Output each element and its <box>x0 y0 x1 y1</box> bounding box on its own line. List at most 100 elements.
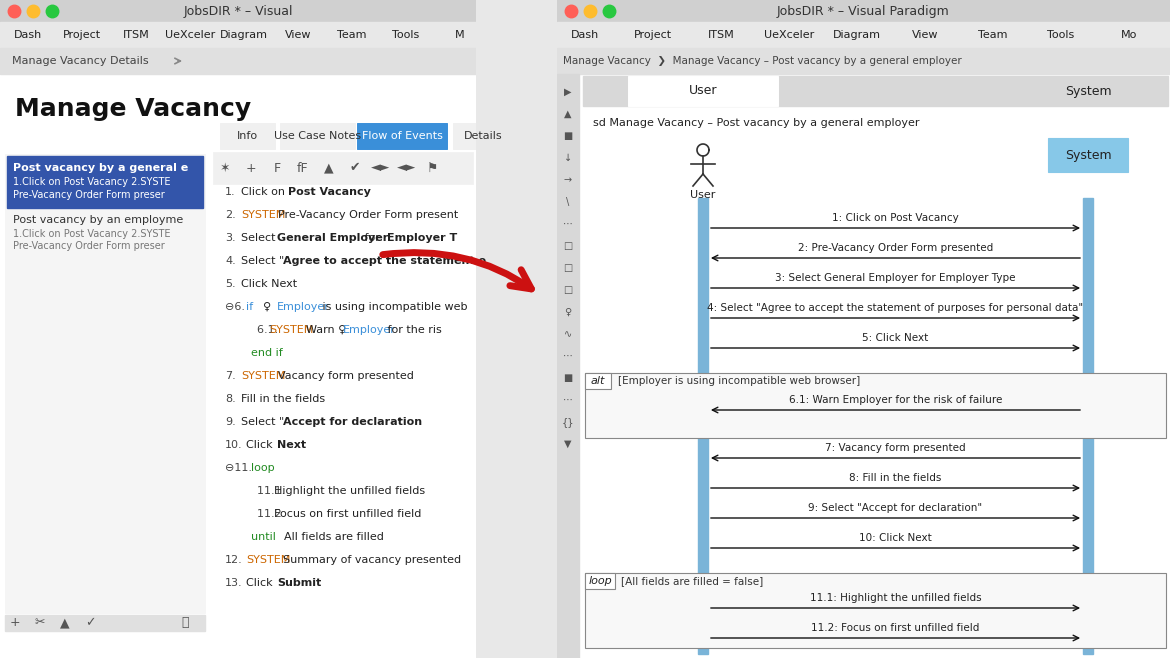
Bar <box>698 198 708 654</box>
Text: □: □ <box>564 263 572 273</box>
Text: □: □ <box>564 241 572 251</box>
Text: Click: Click <box>246 578 276 588</box>
Text: 2: Pre-Vacancy Order Form presented: 2: Pre-Vacancy Order Form presented <box>798 243 993 253</box>
Text: 13.: 13. <box>225 578 242 588</box>
Text: Accept for declaration: Accept for declaration <box>283 417 421 427</box>
Text: 3.: 3. <box>225 233 235 243</box>
Text: Next: Next <box>277 440 307 450</box>
Text: ■: ■ <box>564 373 572 383</box>
Text: ⋯: ⋯ <box>563 219 573 229</box>
Text: if: if <box>246 302 253 312</box>
Text: All fields are filled: All fields are filled <box>277 532 384 542</box>
Text: fF: fF <box>297 161 309 174</box>
Bar <box>557 22 1170 48</box>
Text: SYSTEM: SYSTEM <box>269 325 314 335</box>
Text: ✶: ✶ <box>220 161 230 174</box>
Text: Fill in the fields: Fill in the fields <box>241 394 325 404</box>
Text: Select ": Select " <box>241 256 284 266</box>
Text: Highlight the unfilled fields: Highlight the unfilled fields <box>274 486 425 496</box>
Text: User: User <box>689 84 717 97</box>
Text: 🗑: 🗑 <box>181 617 188 630</box>
Text: User: User <box>690 190 716 200</box>
Bar <box>357 123 447 149</box>
Text: Pre-Vacancy Order Form preser: Pre-Vacancy Order Form preser <box>13 241 165 251</box>
Text: Tools: Tools <box>1047 30 1074 40</box>
Text: Details: Details <box>463 131 502 141</box>
Bar <box>213 152 473 184</box>
Bar <box>585 573 1166 648</box>
Text: until: until <box>252 532 276 542</box>
Text: end if: end if <box>252 348 283 358</box>
Bar <box>280 123 355 149</box>
Text: is using incompatible web: is using incompatible web <box>318 302 467 312</box>
Bar <box>557 74 1170 658</box>
Text: ⊖6.: ⊖6. <box>225 302 245 312</box>
Text: View: View <box>284 30 311 40</box>
Text: Project: Project <box>63 30 101 40</box>
Text: 6.1.: 6.1. <box>243 325 278 335</box>
Text: Click on: Click on <box>241 187 289 197</box>
Text: F: F <box>274 161 281 174</box>
Text: Team: Team <box>978 30 1007 40</box>
Text: ♀: ♀ <box>564 307 572 317</box>
Text: 1.: 1. <box>225 187 235 197</box>
Text: [All fields are filled = false]: [All fields are filled = false] <box>621 576 763 586</box>
Text: 11.2.: 11.2. <box>243 509 285 519</box>
Bar <box>585 112 1166 134</box>
Text: 11.2: Focus on first unfilled field: 11.2: Focus on first unfilled field <box>811 623 979 633</box>
Bar <box>0 48 476 74</box>
Text: 4: Select "Agree to accept the statement of purposes for personal data": 4: Select "Agree to accept the statement… <box>708 303 1083 313</box>
Text: Flow of Events: Flow of Events <box>362 131 442 141</box>
Text: 5.: 5. <box>225 279 235 289</box>
Text: loop: loop <box>252 463 275 473</box>
Text: 2.: 2. <box>225 210 235 220</box>
Text: Employer T: Employer T <box>386 233 456 243</box>
Text: Click: Click <box>246 440 276 450</box>
Text: Click Next: Click Next <box>241 279 297 289</box>
Text: Vacancy form presented: Vacancy form presented <box>278 371 414 381</box>
Text: Focus on first unfilled field: Focus on first unfilled field <box>274 509 421 519</box>
Text: +: + <box>246 161 256 174</box>
Text: Employer: Employer <box>277 302 330 312</box>
Text: ◄►: ◄► <box>398 161 417 174</box>
Text: Summary of vacancy presented: Summary of vacancy presented <box>283 555 461 565</box>
Text: 1.Click on Post Vacancy 2.SYSTE: 1.Click on Post Vacancy 2.SYSTE <box>13 177 171 187</box>
Text: General Employer: General Employer <box>277 233 388 243</box>
Text: ▲: ▲ <box>324 161 333 174</box>
Text: ⋯: ⋯ <box>563 395 573 405</box>
Text: 11.1.: 11.1. <box>243 486 285 496</box>
Text: 7: Vacancy form presented: 7: Vacancy form presented <box>825 443 965 453</box>
Text: Pre-Vacancy Order Form present: Pre-Vacancy Order Form present <box>278 210 459 220</box>
Bar <box>628 76 778 106</box>
Text: Team: Team <box>337 30 366 40</box>
Text: {}: {} <box>562 417 574 427</box>
Bar <box>1048 138 1128 172</box>
Text: Post vacancy by an employme: Post vacancy by an employme <box>13 215 184 225</box>
Text: SYSTEM: SYSTEM <box>246 555 290 565</box>
Text: SYSTEM: SYSTEM <box>241 210 285 220</box>
Text: ◄►: ◄► <box>371 161 391 174</box>
Text: Post Vacancy: Post Vacancy <box>288 187 371 197</box>
Bar <box>585 573 615 589</box>
Text: for the ris: for the ris <box>384 325 442 335</box>
Text: Tools: Tools <box>392 30 420 40</box>
Text: ▼: ▼ <box>564 439 572 449</box>
Bar <box>1042 76 1133 106</box>
Bar <box>7 156 204 208</box>
Bar <box>557 74 579 658</box>
Text: Dash: Dash <box>14 30 42 40</box>
Text: 5: Click Next: 5: Click Next <box>862 333 929 343</box>
Text: Info: Info <box>238 131 259 141</box>
Text: Select: Select <box>241 233 278 243</box>
Text: sd Manage Vacancy – Post vacancy by a general employer: sd Manage Vacancy – Post vacancy by a ge… <box>593 118 920 128</box>
Text: ⋯: ⋯ <box>563 351 573 361</box>
Text: Diagram: Diagram <box>220 30 268 40</box>
Bar <box>5 154 205 613</box>
Text: +: + <box>9 617 20 630</box>
Text: 1: Click on Post Vacancy: 1: Click on Post Vacancy <box>832 213 959 223</box>
Text: 9: Select "Accept for declaration": 9: Select "Accept for declaration" <box>808 503 983 513</box>
Text: System: System <box>1065 84 1112 97</box>
Bar <box>583 76 1168 106</box>
Text: ⚑: ⚑ <box>427 161 439 174</box>
Bar <box>557 48 1170 74</box>
